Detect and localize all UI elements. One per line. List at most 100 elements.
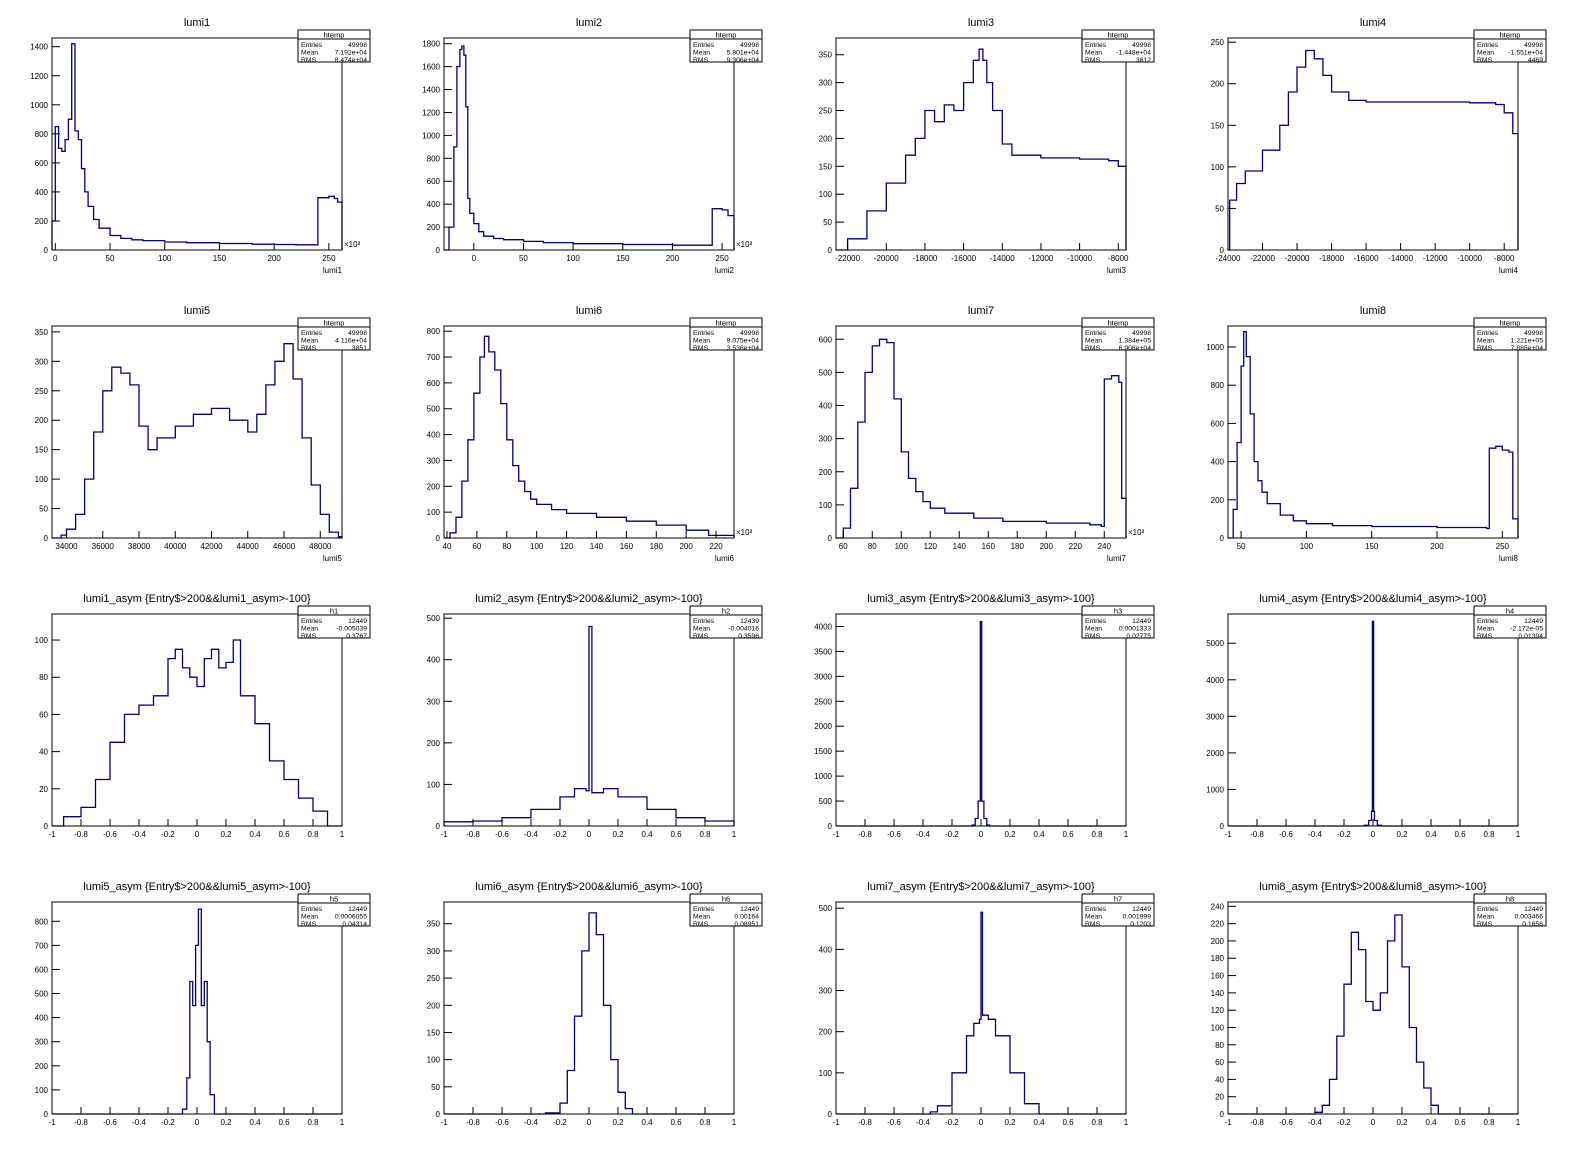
stats-title: htemp — [1500, 319, 1521, 328]
x-tick-label: 0.8 — [1483, 1118, 1495, 1127]
x-tick-label: -0.2 — [161, 1118, 175, 1127]
y-tick-label: 600 — [819, 335, 833, 344]
x-tick-label: -22000 — [835, 254, 860, 263]
histogram-panel: lumi3_asym {Entry$>200&&lumi3_asym>-100}… — [814, 593, 1155, 839]
stats-key: Entries — [1085, 906, 1107, 913]
stats-value: 49998 — [740, 330, 759, 337]
stats-value: 49998 — [740, 42, 759, 49]
x-tick-label: 140 — [953, 542, 967, 551]
x-tick-label: -1 — [440, 1118, 448, 1127]
y-tick-label: 2000 — [1206, 749, 1224, 758]
stats-value: 0.3596 — [738, 633, 759, 640]
stats-title: h7 — [1114, 895, 1122, 904]
x-tick-label: 0.6 — [278, 1118, 290, 1127]
y-tick-label: 200 — [427, 482, 441, 491]
stats-value: 12449 — [1524, 618, 1543, 625]
x-tick-label: -0.8 — [466, 1118, 480, 1127]
x-tick-label: 0.4 — [641, 1118, 653, 1127]
y-tick-label: 400 — [427, 431, 441, 440]
x-tick-label: 42000 — [200, 542, 223, 551]
y-tick-label: 100 — [1211, 1023, 1225, 1032]
stats-key: Mean — [1085, 626, 1102, 633]
panel-title: lumi2 — [576, 17, 602, 29]
x-tick-label: 0 — [1371, 830, 1376, 839]
x-tick-label: 36000 — [92, 542, 115, 551]
y-tick-label: 1000 — [814, 772, 832, 781]
y-tick-label: 400 — [819, 945, 833, 954]
panel-title: lumi5_asym {Entry$>200&&lumi5_asym>-100} — [83, 881, 311, 893]
stats-key: Mean — [1477, 50, 1494, 57]
x-tick-label: 100 — [566, 254, 580, 263]
y-tick-label: 300 — [819, 79, 833, 88]
plot-frame — [835, 613, 1127, 827]
y-tick-label: 600 — [427, 177, 441, 186]
stats-key: Mean — [1085, 50, 1102, 57]
plot-frame — [1227, 325, 1519, 539]
stats-box — [689, 317, 763, 351]
stats-key: RMS — [1477, 921, 1493, 928]
x-tick-label: 0.2 — [612, 830, 624, 839]
x-tick-label: 0.4 — [1033, 830, 1045, 839]
y-tick-label: 600 — [1211, 419, 1225, 428]
stats-key: Entries — [1085, 618, 1107, 625]
y-tick-label: 200 — [1211, 496, 1225, 505]
stats-value: 0.1203 — [1130, 921, 1151, 928]
x-tick-label: 0.6 — [278, 830, 290, 839]
x-tick-label: -0.2 — [1337, 1118, 1351, 1127]
x-tick-label: -0.6 — [887, 1118, 901, 1127]
x-tick-label: 150 — [616, 254, 630, 263]
stats-value: 0.00164 — [734, 914, 759, 921]
y-tick-label: 300 — [819, 435, 833, 444]
x-tick-label: 0.2 — [220, 1118, 232, 1127]
x-tick-label: 0.8 — [307, 1118, 319, 1127]
x-tick-label: -0.6 — [887, 830, 901, 839]
stats-key: RMS — [693, 633, 709, 640]
panel-title: lumi5 — [184, 305, 210, 317]
x-tick-label: 0 — [195, 830, 200, 839]
x-tick-label: 120 — [924, 542, 938, 551]
x-tick-label: -0.6 — [495, 1118, 509, 1127]
y-tick-label: 1200 — [30, 72, 48, 81]
x-tick-label: 0.8 — [1483, 830, 1495, 839]
y-tick-label: 240 — [1211, 902, 1225, 911]
x-tick-label: -0.4 — [1308, 830, 1322, 839]
x-tick-label: -8000 — [1494, 254, 1515, 263]
x-tick-label: 0.4 — [1033, 1118, 1045, 1127]
histogram-line — [1228, 49, 1519, 251]
y-tick-label: 500 — [427, 405, 441, 414]
x-tick-label: 50 — [1237, 542, 1246, 551]
x-tick-label: -16000 — [951, 254, 976, 263]
x-tick-label: -20000 — [874, 254, 899, 263]
stats-key: Mean — [693, 626, 710, 633]
x-tick-label: 0 — [1371, 1118, 1376, 1127]
stats-key: Entries — [1085, 42, 1107, 49]
histogram-line — [52, 343, 343, 539]
stats-title: h3 — [1114, 607, 1122, 616]
stats-value: 12449 — [1524, 906, 1543, 913]
y-tick-label: 500 — [427, 614, 441, 623]
stats-box — [1473, 893, 1547, 927]
x-tick-label: 50 — [106, 254, 115, 263]
stats-value: -0.005039 — [336, 626, 367, 633]
stats-value: 0.02775 — [1126, 633, 1151, 640]
y-tick-label: 500 — [35, 990, 49, 999]
stats-value: 49998 — [348, 42, 367, 49]
x-axis-label: lumi2 — [715, 266, 735, 275]
y-tick-label: 600 — [35, 159, 49, 168]
x-tick-label: -1 — [48, 1118, 56, 1127]
x-tick-label: -1 — [832, 1118, 840, 1127]
x-tick-label: 100 — [530, 542, 544, 551]
panel-title: lumi7 — [968, 305, 994, 317]
x-tick-label: -0.6 — [103, 1118, 117, 1127]
x-tick-label: -0.4 — [916, 1118, 930, 1127]
x-tick-label: 50 — [519, 254, 528, 263]
stats-key: Entries — [301, 330, 323, 337]
y-tick-label: 300 — [35, 357, 49, 366]
y-tick-label: 140 — [1211, 989, 1225, 998]
y-tick-label: 20 — [1215, 1093, 1224, 1102]
x-tick-label: 0 — [195, 1118, 200, 1127]
stats-key: Mean — [301, 626, 318, 633]
x-tick-label: 40 — [443, 542, 452, 551]
y-tick-label: 3500 — [814, 647, 832, 656]
stats-value: 6.908e+04 — [1119, 345, 1152, 352]
